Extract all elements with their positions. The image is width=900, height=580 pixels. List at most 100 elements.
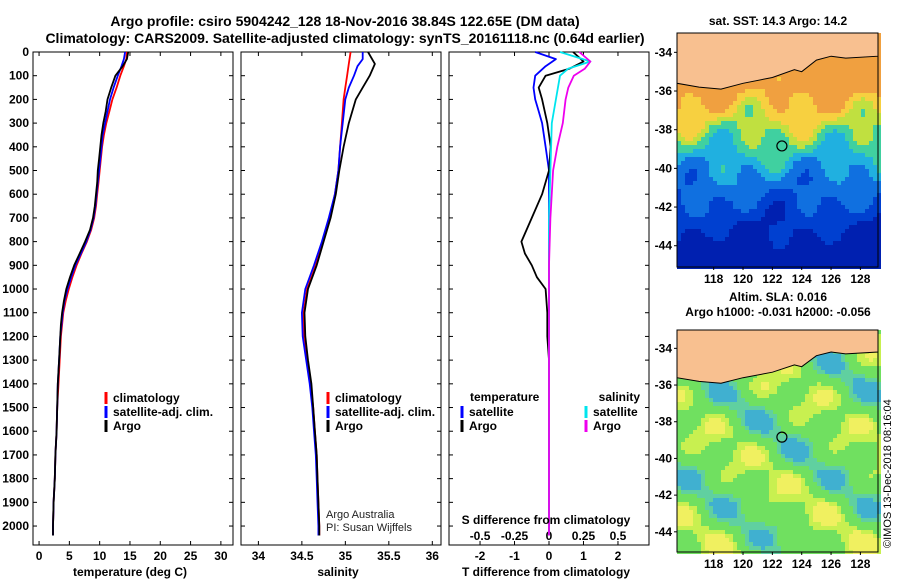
map-cell: [745, 458, 749, 462]
map-cell: [877, 109, 881, 113]
map-cell: [761, 245, 765, 249]
map-cell: [681, 173, 685, 177]
map-cell: [805, 85, 809, 89]
depth-tick-label: 1500: [2, 401, 29, 415]
map-cell: [845, 145, 849, 149]
map-cell: [825, 109, 829, 113]
map-cell: [777, 105, 781, 109]
map-cell: [833, 402, 837, 406]
map-cell: [825, 101, 829, 105]
map-cell: [713, 137, 717, 141]
map-cell: [741, 165, 745, 169]
map-cell: [709, 113, 713, 117]
map-cell: [777, 370, 781, 374]
map-cell: [733, 197, 737, 201]
map-cell: [825, 442, 829, 446]
map-cell: [833, 125, 837, 129]
map-cell: [717, 89, 721, 93]
map-cell: [813, 157, 817, 161]
map-cell: [689, 141, 693, 145]
map-cell: [857, 434, 861, 438]
map-cell: [765, 414, 769, 418]
map-cell: [833, 209, 837, 213]
map-cell: [801, 253, 805, 257]
temperature-legend: climatology satellite-adj. clim. Argo: [104, 391, 213, 433]
map-cell: [801, 261, 805, 265]
map-cell: [793, 173, 797, 177]
map-cell: [849, 105, 853, 109]
map-cell: [817, 398, 821, 402]
map-cell: [877, 169, 881, 173]
map-cell: [825, 57, 829, 61]
map-cell: [877, 49, 881, 53]
map-cell: [709, 193, 713, 197]
map-cell: [797, 209, 801, 213]
map-cell: [781, 133, 785, 137]
map-cell: [717, 462, 721, 466]
map-cell: [701, 205, 705, 209]
map-cell: [813, 402, 817, 406]
map-cell: [769, 149, 773, 153]
map-cell: [869, 121, 873, 125]
map-cell: [777, 386, 781, 390]
map-cell: [697, 237, 701, 241]
map-cell: [733, 153, 737, 157]
map-cell: [861, 354, 865, 358]
map-cell: [837, 101, 841, 105]
map-cell: [813, 165, 817, 169]
map-cell: [761, 101, 765, 105]
map-cell: [805, 221, 809, 225]
map-cell: [869, 402, 873, 406]
series-line: [52, 51, 130, 536]
map-cell: [677, 97, 681, 101]
map-cell: [825, 93, 829, 97]
map-cell: [733, 390, 737, 394]
map-cell: [717, 402, 721, 406]
map-cell: [821, 390, 825, 394]
map-cell: [845, 185, 849, 189]
map-cell: [705, 89, 709, 93]
map-cell: [853, 410, 857, 414]
legend-label-satellite: satellite-adj. clim.: [335, 405, 435, 419]
map-cell: [749, 153, 753, 157]
map-cell: [821, 173, 825, 177]
map-cell: [725, 249, 729, 253]
map-cell: [857, 85, 861, 89]
map-cell: [733, 189, 737, 193]
map-cell: [689, 101, 693, 105]
map-cell: [793, 261, 797, 265]
map-cell: [837, 249, 841, 253]
map-cell: [845, 117, 849, 121]
map-cell: [789, 442, 793, 446]
map-cell: [825, 410, 829, 414]
map-cell: [689, 85, 693, 89]
map-cell: [833, 354, 837, 358]
map-cell: [789, 157, 793, 161]
map-cell: [713, 257, 717, 261]
map-cell: [745, 177, 749, 181]
map-cell: [801, 137, 805, 141]
map-cell: [849, 185, 853, 189]
map-cell: [813, 73, 817, 77]
map-cell: [705, 245, 709, 249]
map-cell: [753, 454, 757, 458]
map-cell: [789, 402, 793, 406]
map-cell: [821, 434, 825, 438]
map-cell: [857, 261, 861, 265]
map-cell: [841, 97, 845, 101]
map-cell: [869, 382, 873, 386]
map-cell: [717, 129, 721, 133]
map-cell: [853, 85, 857, 89]
map-cell: [813, 386, 817, 390]
map-cell: [773, 193, 777, 197]
map-cell: [701, 225, 705, 229]
map-cell: [733, 225, 737, 229]
map-cell: [845, 382, 849, 386]
map-cell: [749, 137, 753, 141]
map-cell: [801, 410, 805, 414]
map-cell: [757, 462, 761, 466]
map-cell: [877, 37, 881, 41]
map-cell: [785, 177, 789, 181]
map-cell: [801, 213, 805, 217]
map-cell: [805, 434, 809, 438]
